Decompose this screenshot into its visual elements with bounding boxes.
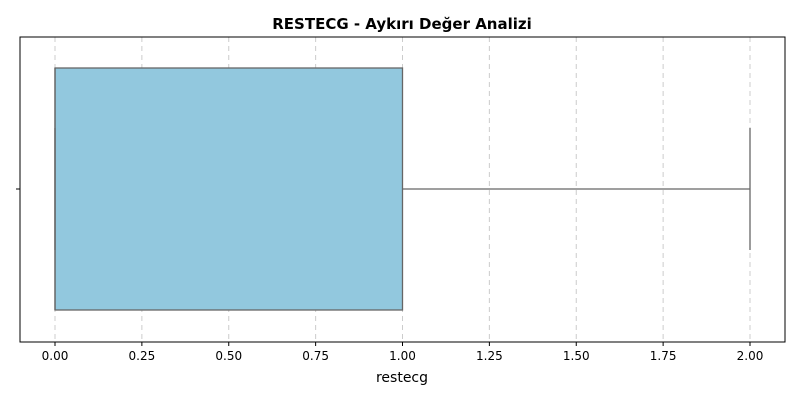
box bbox=[54, 67, 404, 311]
x-tick-label: 1.00 bbox=[389, 349, 416, 363]
x-tick-label: 0.75 bbox=[302, 349, 329, 363]
x-axis-label: restecg bbox=[376, 370, 428, 386]
x-tick-label: 1.50 bbox=[563, 349, 590, 363]
x-tick-label: 1.25 bbox=[476, 349, 503, 363]
x-tick-label: 0.00 bbox=[42, 349, 69, 363]
x-tick-label: 0.25 bbox=[129, 349, 156, 363]
x-tick-label: 1.75 bbox=[650, 349, 677, 363]
chart-title: RESTECG - Aykırı Değer Analizi bbox=[272, 15, 532, 33]
box-plot bbox=[54, 67, 751, 311]
x-tick-label: 2.00 bbox=[737, 349, 764, 363]
x-axis: 0.00 0.25 0.50 0.75 1.00 1.25 1.50 1.75 2.00 bbox=[42, 342, 764, 363]
x-tick-label: 0.50 bbox=[215, 349, 242, 363]
